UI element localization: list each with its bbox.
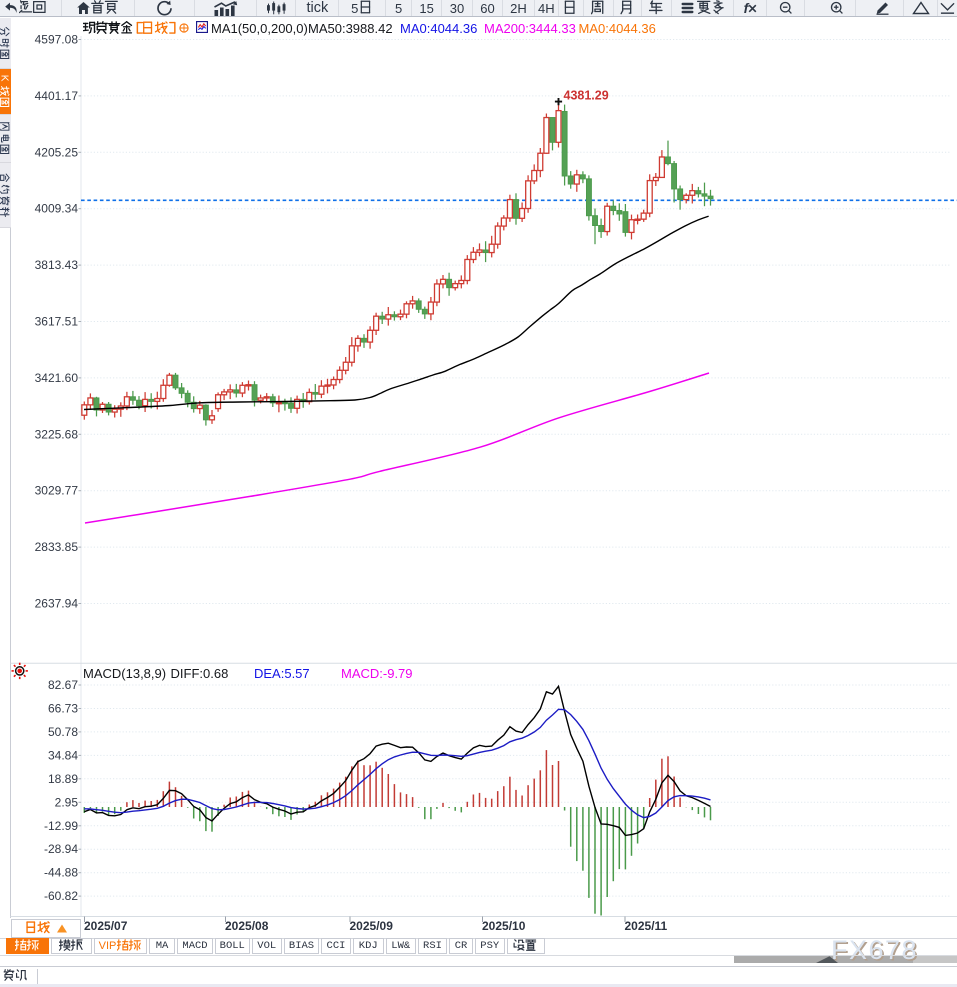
svg-text:18.89: 18.89 (48, 772, 78, 786)
svg-text:-12.99: -12.99 (44, 819, 78, 833)
svg-text:3225.68: 3225.68 (35, 427, 79, 441)
svg-text:2025/11: 2025/11 (625, 919, 668, 933)
svg-text:82.67: 82.67 (48, 678, 78, 692)
svg-text:-28.94: -28.94 (44, 842, 78, 856)
svg-text:-44.88: -44.88 (44, 866, 78, 880)
svg-text:-60.82: -60.82 (44, 889, 78, 903)
svg-text:4009.34: 4009.34 (35, 202, 79, 216)
svg-text:50.78: 50.78 (48, 725, 78, 739)
svg-text:3029.77: 3029.77 (35, 484, 79, 498)
svg-text:2025/08: 2025/08 (225, 919, 269, 933)
svg-text:2025/09: 2025/09 (350, 919, 394, 933)
svg-text:3617.51: 3617.51 (35, 315, 79, 329)
svg-text:2025/07: 2025/07 (84, 919, 128, 933)
svg-text:66.73: 66.73 (48, 702, 78, 716)
svg-text:2.95: 2.95 (55, 795, 79, 809)
svg-text:34.84: 34.84 (48, 748, 78, 762)
svg-text:3813.43: 3813.43 (35, 258, 79, 272)
svg-text:2637.94: 2637.94 (35, 597, 79, 611)
svg-text:2025/10: 2025/10 (482, 919, 526, 933)
svg-text:4381.29: 4381.29 (564, 89, 609, 103)
svg-text:2833.85: 2833.85 (35, 540, 79, 554)
svg-text:4597.08: 4597.08 (35, 33, 79, 47)
svg-text:K: K (0, 75, 9, 82)
svg-text:4205.25: 4205.25 (35, 145, 79, 159)
svg-text:3421.60: 3421.60 (35, 371, 79, 385)
svg-text:4401.17: 4401.17 (35, 89, 79, 103)
